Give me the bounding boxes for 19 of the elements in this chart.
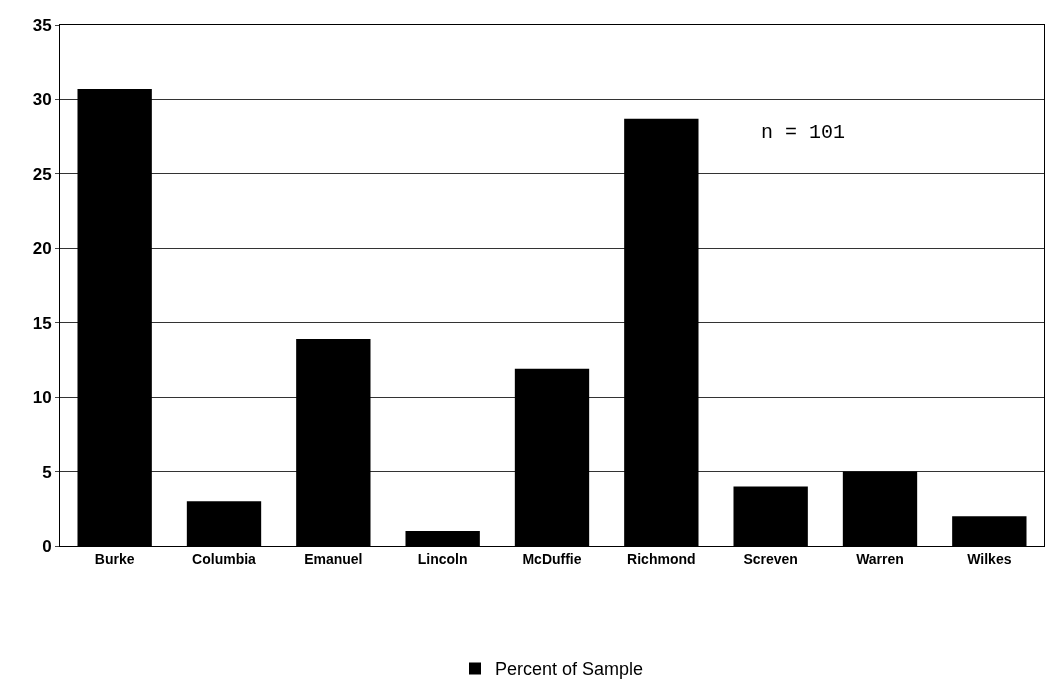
y-tick-label: 10 — [32, 388, 52, 408]
y-tick-label: 5 — [42, 462, 52, 482]
x-tick-label: McDuffie — [522, 550, 582, 567]
x-tick-label: Richmond — [627, 550, 696, 567]
x-tick-label: Emanuel — [304, 550, 363, 567]
x-tick-label: Lincoln — [417, 550, 468, 567]
y-tick-label: 15 — [32, 313, 52, 333]
x-tick-label: Burke — [94, 550, 135, 567]
x-tick-label: Columbia — [192, 550, 257, 567]
x-tick-label: Warren — [856, 550, 904, 567]
annotation: n = 101 — [761, 121, 846, 144]
y-tick-label: 35 — [32, 15, 52, 35]
y-tick-label: 0 — [42, 536, 52, 556]
x-tick-label: Wilkes — [967, 550, 1012, 567]
y-tick-label: 20 — [32, 239, 52, 259]
y-tick-label: 30 — [32, 90, 52, 110]
y-tick-label: 25 — [32, 164, 52, 184]
legend-label: Percent of Sample — [495, 659, 644, 680]
x-tick-label: Screven — [743, 550, 798, 567]
